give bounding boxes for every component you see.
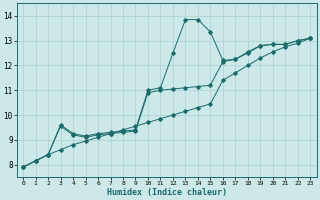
X-axis label: Humidex (Indice chaleur): Humidex (Indice chaleur) [107, 188, 227, 197]
